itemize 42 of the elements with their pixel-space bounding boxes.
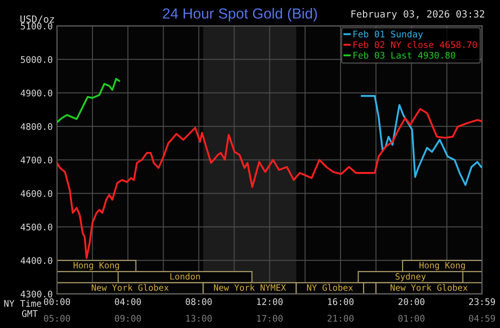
x-tick-label: 12:00 bbox=[257, 298, 283, 306]
x-tick-label: 23:59 bbox=[469, 298, 495, 306]
y-tick-label: 5000.0 bbox=[20, 56, 52, 63]
band-label: Hong Kong bbox=[420, 262, 465, 270]
band-label: NY Globex bbox=[307, 284, 353, 291]
y-tick-label: 4500.0 bbox=[20, 224, 52, 230]
y-tick-label: 4900.0 bbox=[20, 90, 52, 96]
y-axis-title: USD/oz bbox=[20, 15, 54, 24]
band-label: Hong Kong bbox=[74, 262, 119, 270]
line-series bbox=[57, 108, 482, 259]
y-tick-label: 4800.0 bbox=[20, 123, 52, 130]
x2-tick-label: 21:00 bbox=[328, 314, 354, 322]
y-tick-label: 4700.0 bbox=[20, 156, 52, 164]
legend-label: Feb 01 Sunday bbox=[354, 30, 423, 40]
x2-tick-label: 04:59 bbox=[469, 314, 495, 322]
x2-axis-title: GMT bbox=[22, 310, 38, 318]
y-tick-label: 5100.0 bbox=[20, 22, 52, 30]
x2-tick-label: 09:00 bbox=[114, 314, 141, 322]
text: February 03, 2026 03:32 bbox=[351, 10, 484, 20]
x2-tick-label: 17:00 bbox=[257, 314, 283, 322]
x2-tick-label: 13:00 bbox=[186, 314, 212, 322]
band-label: Sydney bbox=[396, 272, 426, 282]
y-tick-label: 4400.0 bbox=[20, 257, 52, 264]
x-tick-label: 00:00 bbox=[44, 298, 70, 306]
band-label: New York Globex bbox=[390, 284, 468, 291]
chart-title: 24 Hour Spot Gold (Bid) bbox=[162, 8, 317, 22]
x-tick-label: 16:00 bbox=[328, 298, 354, 306]
x-axis-title: NY Time bbox=[4, 300, 42, 307]
x-tick-label: 04:00 bbox=[114, 298, 141, 306]
line-series bbox=[57, 78, 120, 123]
x2-tick-label: 01:00 bbox=[398, 314, 424, 322]
x-tick-label: 20:00 bbox=[398, 298, 424, 306]
band-label: London bbox=[170, 272, 200, 280]
y-tick-label: 4300.0 bbox=[20, 290, 52, 298]
y-tick-label: 4600.0 bbox=[20, 190, 52, 197]
legend-label: Feb 02 NY close 4658.70 bbox=[354, 41, 477, 48]
band-label: New York Globex bbox=[92, 284, 169, 291]
line-series bbox=[360, 95, 482, 186]
x2-tick-label: 05:00 bbox=[44, 314, 70, 322]
legend-label: Feb 03 Last 4930.80 bbox=[354, 52, 456, 59]
x-tick-label: 08:00 bbox=[186, 298, 212, 306]
band-label: New York NYMEX bbox=[214, 284, 286, 291]
